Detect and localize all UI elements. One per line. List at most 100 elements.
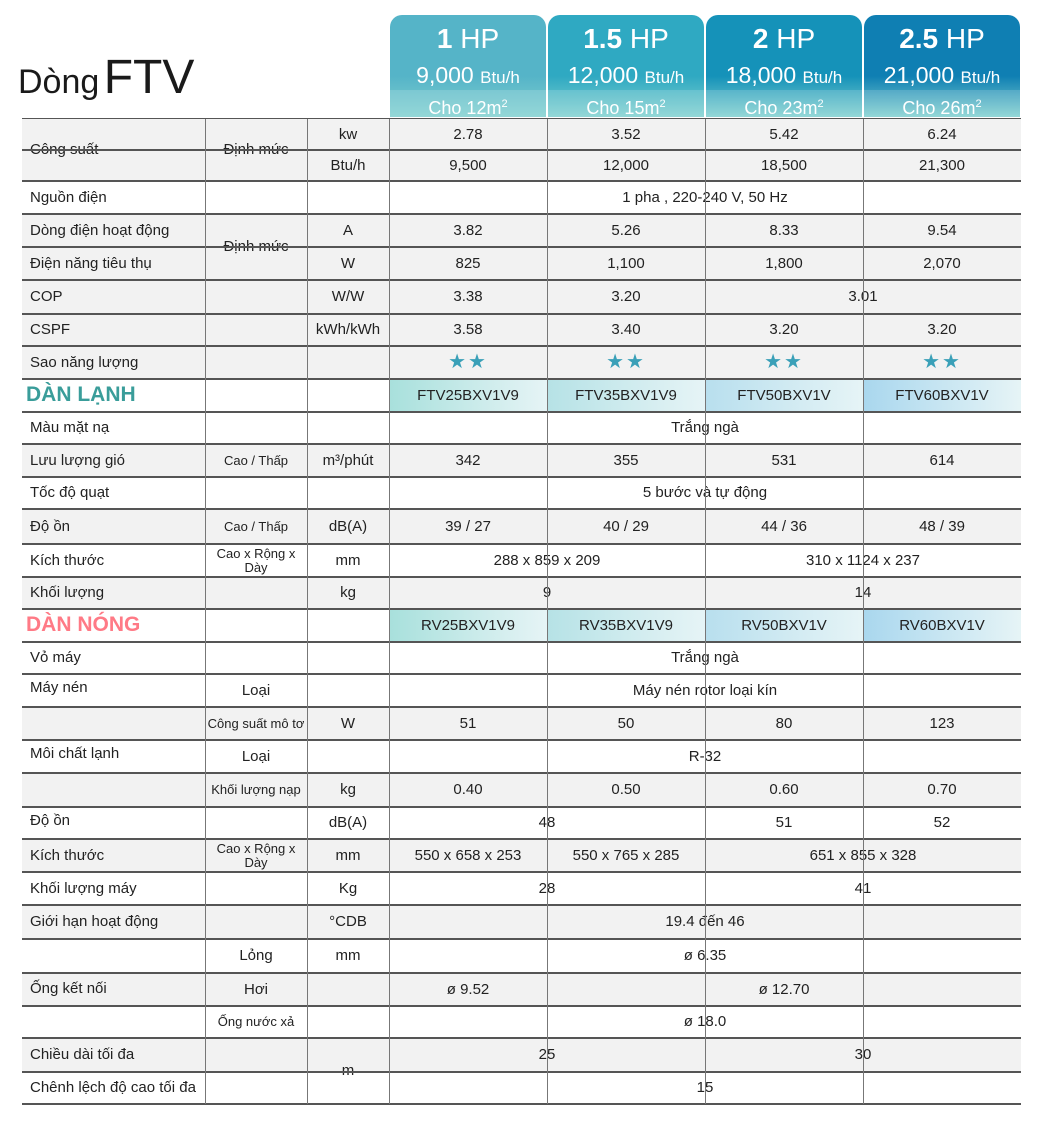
hp-value: 2.5 bbox=[899, 23, 939, 54]
row-divider bbox=[22, 149, 1021, 151]
btu-label: 18,000 Btu/h bbox=[706, 61, 862, 92]
moi-chat-khoi-luong-cell: kg bbox=[340, 781, 356, 799]
do-on-nong-cell: dB(A) bbox=[328, 814, 368, 832]
row-divider bbox=[22, 443, 1021, 445]
row-band bbox=[22, 839, 1021, 872]
row-band bbox=[22, 119, 1021, 150]
page-title: Dòng FTV bbox=[18, 50, 194, 105]
hp-value: 1 bbox=[436, 23, 453, 54]
row-divider bbox=[22, 1037, 1021, 1039]
column-divider bbox=[547, 119, 548, 1104]
do-on-nong-cell: Độ ồn bbox=[30, 812, 71, 829]
hp-label: 1.5 HP bbox=[548, 23, 704, 55]
area-label: Cho 26m2 bbox=[864, 90, 1020, 117]
btu-unit: Btu/h bbox=[960, 68, 1001, 87]
do-on-nong-cell: 52 bbox=[933, 814, 951, 832]
toc-do-quat-cell: Tốc độ quạt bbox=[30, 484, 110, 502]
row-divider bbox=[22, 1103, 1021, 1105]
dien-nang-cell: 1,800 bbox=[765, 254, 803, 272]
vo-may-cell: Vỏ máy bbox=[30, 649, 81, 667]
cong-suat-kw-cell: 5.42 bbox=[769, 125, 799, 143]
chenh-lech-cell: Chênh lệch độ cao tối đa bbox=[30, 1079, 196, 1097]
luu-luong-gio-cell: m³/phút bbox=[322, 451, 374, 469]
energy-star-icon: ★★ bbox=[606, 351, 646, 373]
kich-thuoc-lanh-cell: Cao x Rộng x Dày bbox=[216, 545, 296, 575]
hp-unit: HP bbox=[622, 23, 669, 54]
dong-dien-cell: 5.26 bbox=[611, 221, 641, 239]
cspf-cell: CSPF bbox=[30, 321, 71, 339]
btu-label: 21,000 Btu/h bbox=[864, 61, 1020, 92]
gioi-han-cell: °CDB bbox=[329, 913, 367, 931]
column-divider bbox=[307, 119, 308, 1104]
cspf-cell: kWh/kWh bbox=[315, 321, 381, 339]
model-code: RV25BXV1V9 bbox=[389, 609, 547, 642]
cop-cell: 3.01 bbox=[848, 288, 878, 306]
dien-nang-cell: W bbox=[340, 254, 356, 272]
do-on-lanh-cell: 39 / 27 bbox=[445, 517, 491, 535]
area-value: Cho 26m bbox=[902, 98, 976, 117]
section-title-nong: DÀN NÓNG bbox=[26, 613, 141, 637]
cong-suat-kw-cell: 3.52 bbox=[611, 125, 641, 143]
row-band bbox=[22, 150, 1021, 181]
model-code: FTV50BXV1V bbox=[705, 379, 863, 412]
dong-dien-cell: 3.82 bbox=[453, 221, 483, 239]
capacity-header-3: 2 HP 18,000 Btu/h Cho 23m2 bbox=[706, 15, 862, 117]
btu-value: 12,000 bbox=[567, 62, 645, 88]
model-code: RV60BXV1V bbox=[863, 609, 1021, 642]
row-band bbox=[22, 1038, 1021, 1072]
row-divider bbox=[22, 706, 1021, 708]
row-divider bbox=[22, 838, 1021, 840]
model-code: FTV60BXV1V bbox=[863, 379, 1021, 412]
row-divider bbox=[22, 213, 1021, 215]
row-band bbox=[22, 444, 1021, 477]
btu-unit: Btu/h bbox=[644, 68, 685, 87]
vo-may-cell: Trắng ngà bbox=[671, 649, 739, 667]
luu-luong-gio-cell: Cao / Thấp bbox=[223, 452, 289, 468]
moi-chat-khoi-luong-cell: 0.70 bbox=[927, 781, 957, 799]
area-label: Cho 12m2 bbox=[390, 90, 546, 117]
area-sup: 2 bbox=[817, 98, 824, 110]
title-model: FTV bbox=[103, 51, 195, 104]
hp-unit: HP bbox=[768, 23, 816, 54]
column-divider bbox=[205, 119, 206, 1104]
do-on-lanh-cell: 40 / 29 bbox=[603, 517, 649, 535]
cong-suat-kw-cell: kw bbox=[338, 125, 358, 143]
row-divider bbox=[22, 378, 1021, 380]
area-label: Cho 15m2 bbox=[548, 90, 704, 117]
model-code: FTV35BXV1V9 bbox=[547, 379, 705, 412]
kich-thuoc-lanh-cell: 288 x 859 x 209 bbox=[493, 551, 601, 569]
dong-dien-cell: 8.33 bbox=[769, 221, 799, 239]
btu-value: 9,000 bbox=[416, 62, 481, 88]
row-band bbox=[22, 214, 1021, 247]
hp-label: 2 HP bbox=[706, 23, 862, 55]
dien-nang-cell: 2,070 bbox=[923, 254, 961, 272]
area-value: Cho 23m bbox=[744, 98, 818, 117]
row-band bbox=[22, 973, 1021, 1006]
row-divider bbox=[22, 345, 1021, 347]
btu-unit: Btu/h bbox=[802, 68, 843, 87]
capacity-header-1: 1 HP 9,000 Btu/h Cho 12m2 bbox=[390, 15, 546, 117]
cong-suat-btu-cell: 9,500 bbox=[449, 156, 487, 174]
row-divider bbox=[22, 1005, 1021, 1007]
cong-suat-kw-cell: 2.78 bbox=[453, 125, 483, 143]
do-on-lanh-cell: Độ ồn bbox=[30, 517, 71, 535]
row-divider bbox=[22, 673, 1021, 675]
row-divider bbox=[22, 972, 1021, 974]
may-nen-cong-suat-cell: W bbox=[340, 714, 356, 732]
cong-suat-btu-cell: Btu/h bbox=[330, 156, 366, 174]
row-divider bbox=[22, 739, 1021, 741]
dien-nang-cell: 1,100 bbox=[607, 254, 645, 272]
moi-chat-loai-cell: R-32 bbox=[688, 747, 722, 765]
kich-thuoc-nong-cell: mm bbox=[335, 846, 361, 864]
row-divider bbox=[22, 641, 1021, 643]
row-band bbox=[22, 773, 1021, 807]
row-divider bbox=[22, 938, 1021, 940]
dong-dien-cell: 9.54 bbox=[927, 221, 957, 239]
btu-label: 9,000 Btu/h bbox=[390, 61, 546, 92]
may-nen-cong-suat-cell: 123 bbox=[929, 714, 955, 732]
do-on-nong-cell: 51 bbox=[775, 814, 793, 832]
row-band bbox=[22, 280, 1021, 314]
ong-long-cell: mm bbox=[335, 947, 361, 965]
row-band bbox=[22, 905, 1021, 939]
